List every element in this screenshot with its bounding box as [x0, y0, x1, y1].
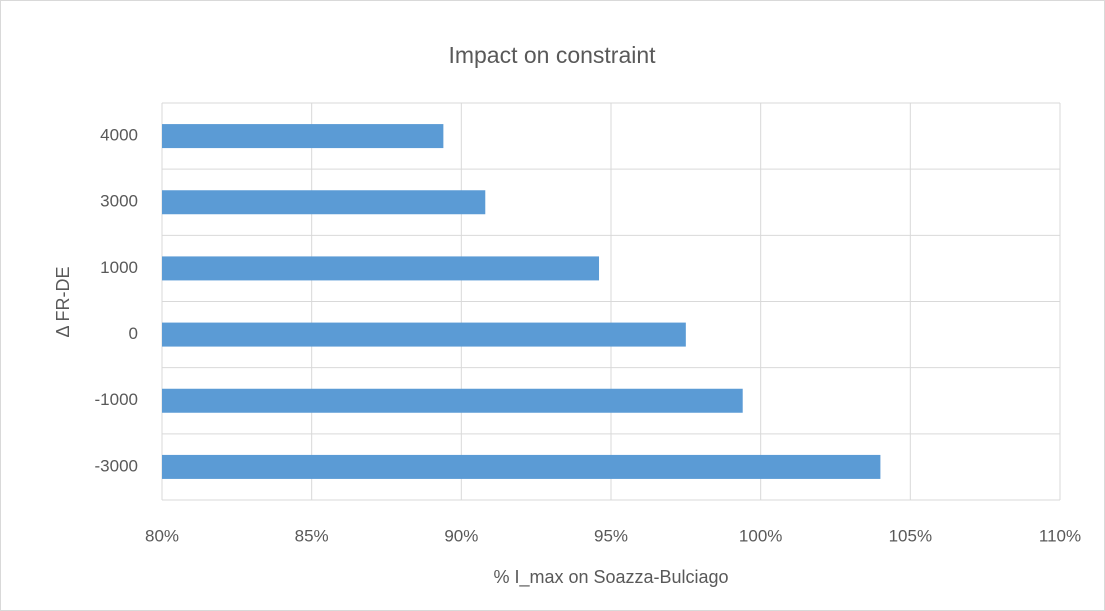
x-tick-label: 105%: [889, 526, 932, 545]
bar: [162, 190, 486, 215]
y-tick-label: 1000: [100, 258, 138, 277]
bar: [162, 124, 444, 149]
y-tick-label: 3000: [100, 192, 138, 211]
x-axis-label: % I_max on Soazza-Bulciago: [493, 567, 728, 588]
y-tick-label: 0: [129, 324, 138, 343]
bar: [162, 454, 881, 479]
x-tick-label: 80%: [145, 526, 179, 545]
x-tick-label: 100%: [739, 526, 782, 545]
x-tick-label: 95%: [594, 526, 628, 545]
y-tick-label: -3000: [95, 456, 138, 475]
bar: [162, 388, 743, 413]
x-tick-label: 110%: [1039, 526, 1081, 545]
y-tick-label: 4000: [100, 126, 138, 145]
y-tick-label: -1000: [95, 390, 138, 409]
chart-title: Impact on constraint: [448, 42, 656, 68]
bar: [162, 256, 600, 281]
y-axis-label: Δ FR-DE: [53, 266, 73, 337]
x-tick-label: 85%: [295, 526, 329, 545]
x-tick-label: 90%: [444, 526, 478, 545]
bar: [162, 322, 686, 347]
